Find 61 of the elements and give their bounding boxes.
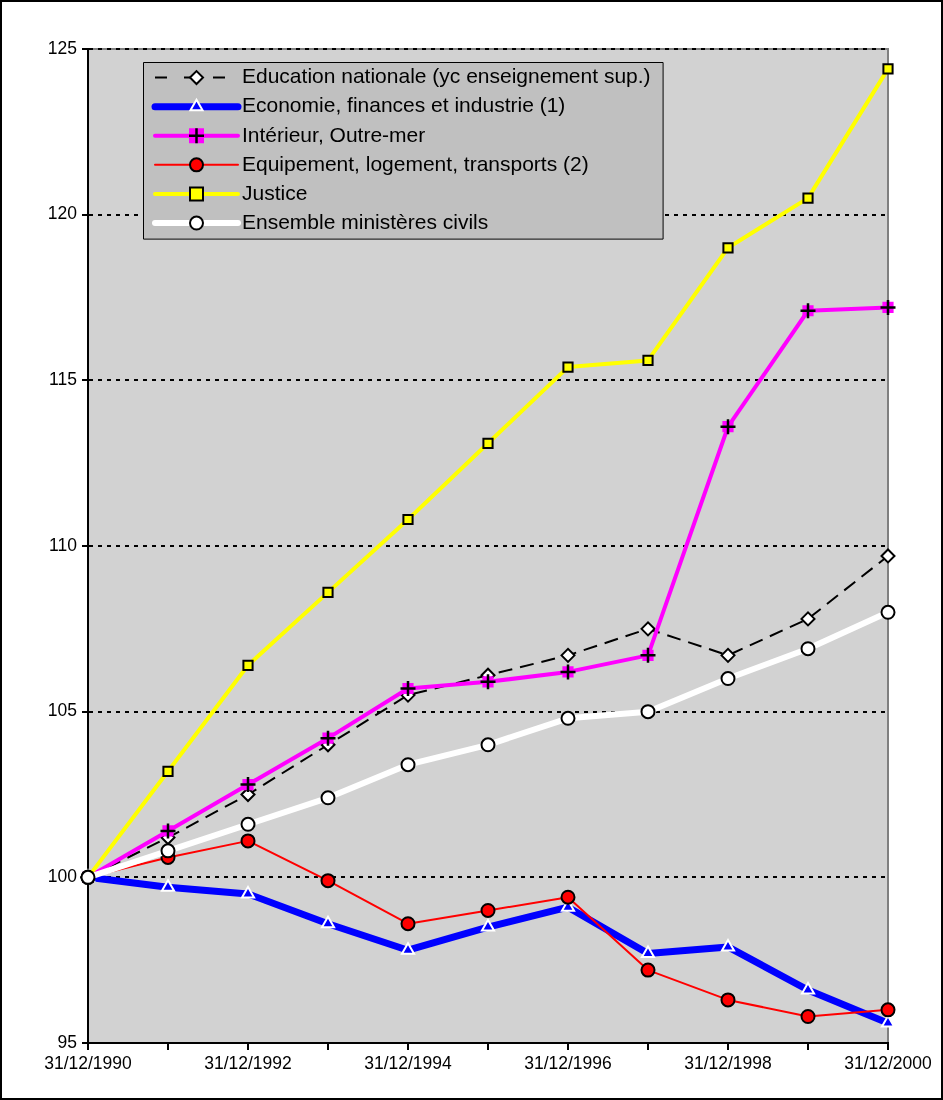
point [562,361,574,373]
point [640,945,656,959]
point [240,833,256,849]
x-tick-label: 31/12/1994 [364,1053,453,1074]
point [162,765,174,777]
point [480,737,496,753]
point [720,992,736,1008]
point [480,919,496,932]
legend-label: Economie, finances et industrie (1) [242,93,566,117]
point [800,611,816,627]
y-tick-label: 95 [57,1031,77,1052]
point [560,889,576,905]
x-tick-label: 31/12/1990 [44,1053,133,1074]
point [320,873,336,889]
y-tick-label: 115 [49,369,77,390]
y-tick-label: 105 [47,700,77,721]
point [720,938,736,952]
point [800,981,816,995]
point [642,354,654,367]
point [402,513,414,526]
point [720,647,736,663]
point [400,916,416,932]
y-tick-label: 120 [47,203,78,224]
point [720,671,736,687]
x-tick-label: 31/12/1996 [524,1053,612,1074]
point [400,757,416,773]
point [240,885,256,899]
x-tick-label: 31/12/1998 [684,1053,772,1074]
point [160,843,176,859]
point [482,437,494,449]
x-tick-label: 31/12/2000 [844,1053,933,1074]
point [322,586,334,598]
y-tick-label: 125 [47,37,77,58]
point [802,192,814,204]
point [320,790,336,806]
point [800,1008,816,1024]
point [560,710,576,726]
point [560,647,576,663]
legend-label: Ensemble ministères civils [242,209,489,233]
y-tick-label: 110 [49,534,78,555]
point [640,704,656,720]
legend-label: Education nationale (yc enseignement sup.) [242,64,651,88]
point [400,942,416,955]
y-tick-label: 100 [47,866,78,887]
point [882,63,894,75]
point [242,659,254,671]
point [240,816,256,832]
point [722,242,734,254]
point [880,604,896,620]
x-tick-label: 31/12/1992 [204,1053,292,1074]
point [640,962,656,978]
legend-label: Intérieur, Outre-mer [242,122,426,146]
legend-label: Justice [242,180,308,204]
point [160,879,176,892]
point [800,641,816,657]
point [480,902,496,918]
point [880,1002,896,1018]
point [320,915,336,929]
point [640,621,656,637]
point [880,548,896,564]
legend-label: Equipement, logement, transports (2) [242,151,589,175]
